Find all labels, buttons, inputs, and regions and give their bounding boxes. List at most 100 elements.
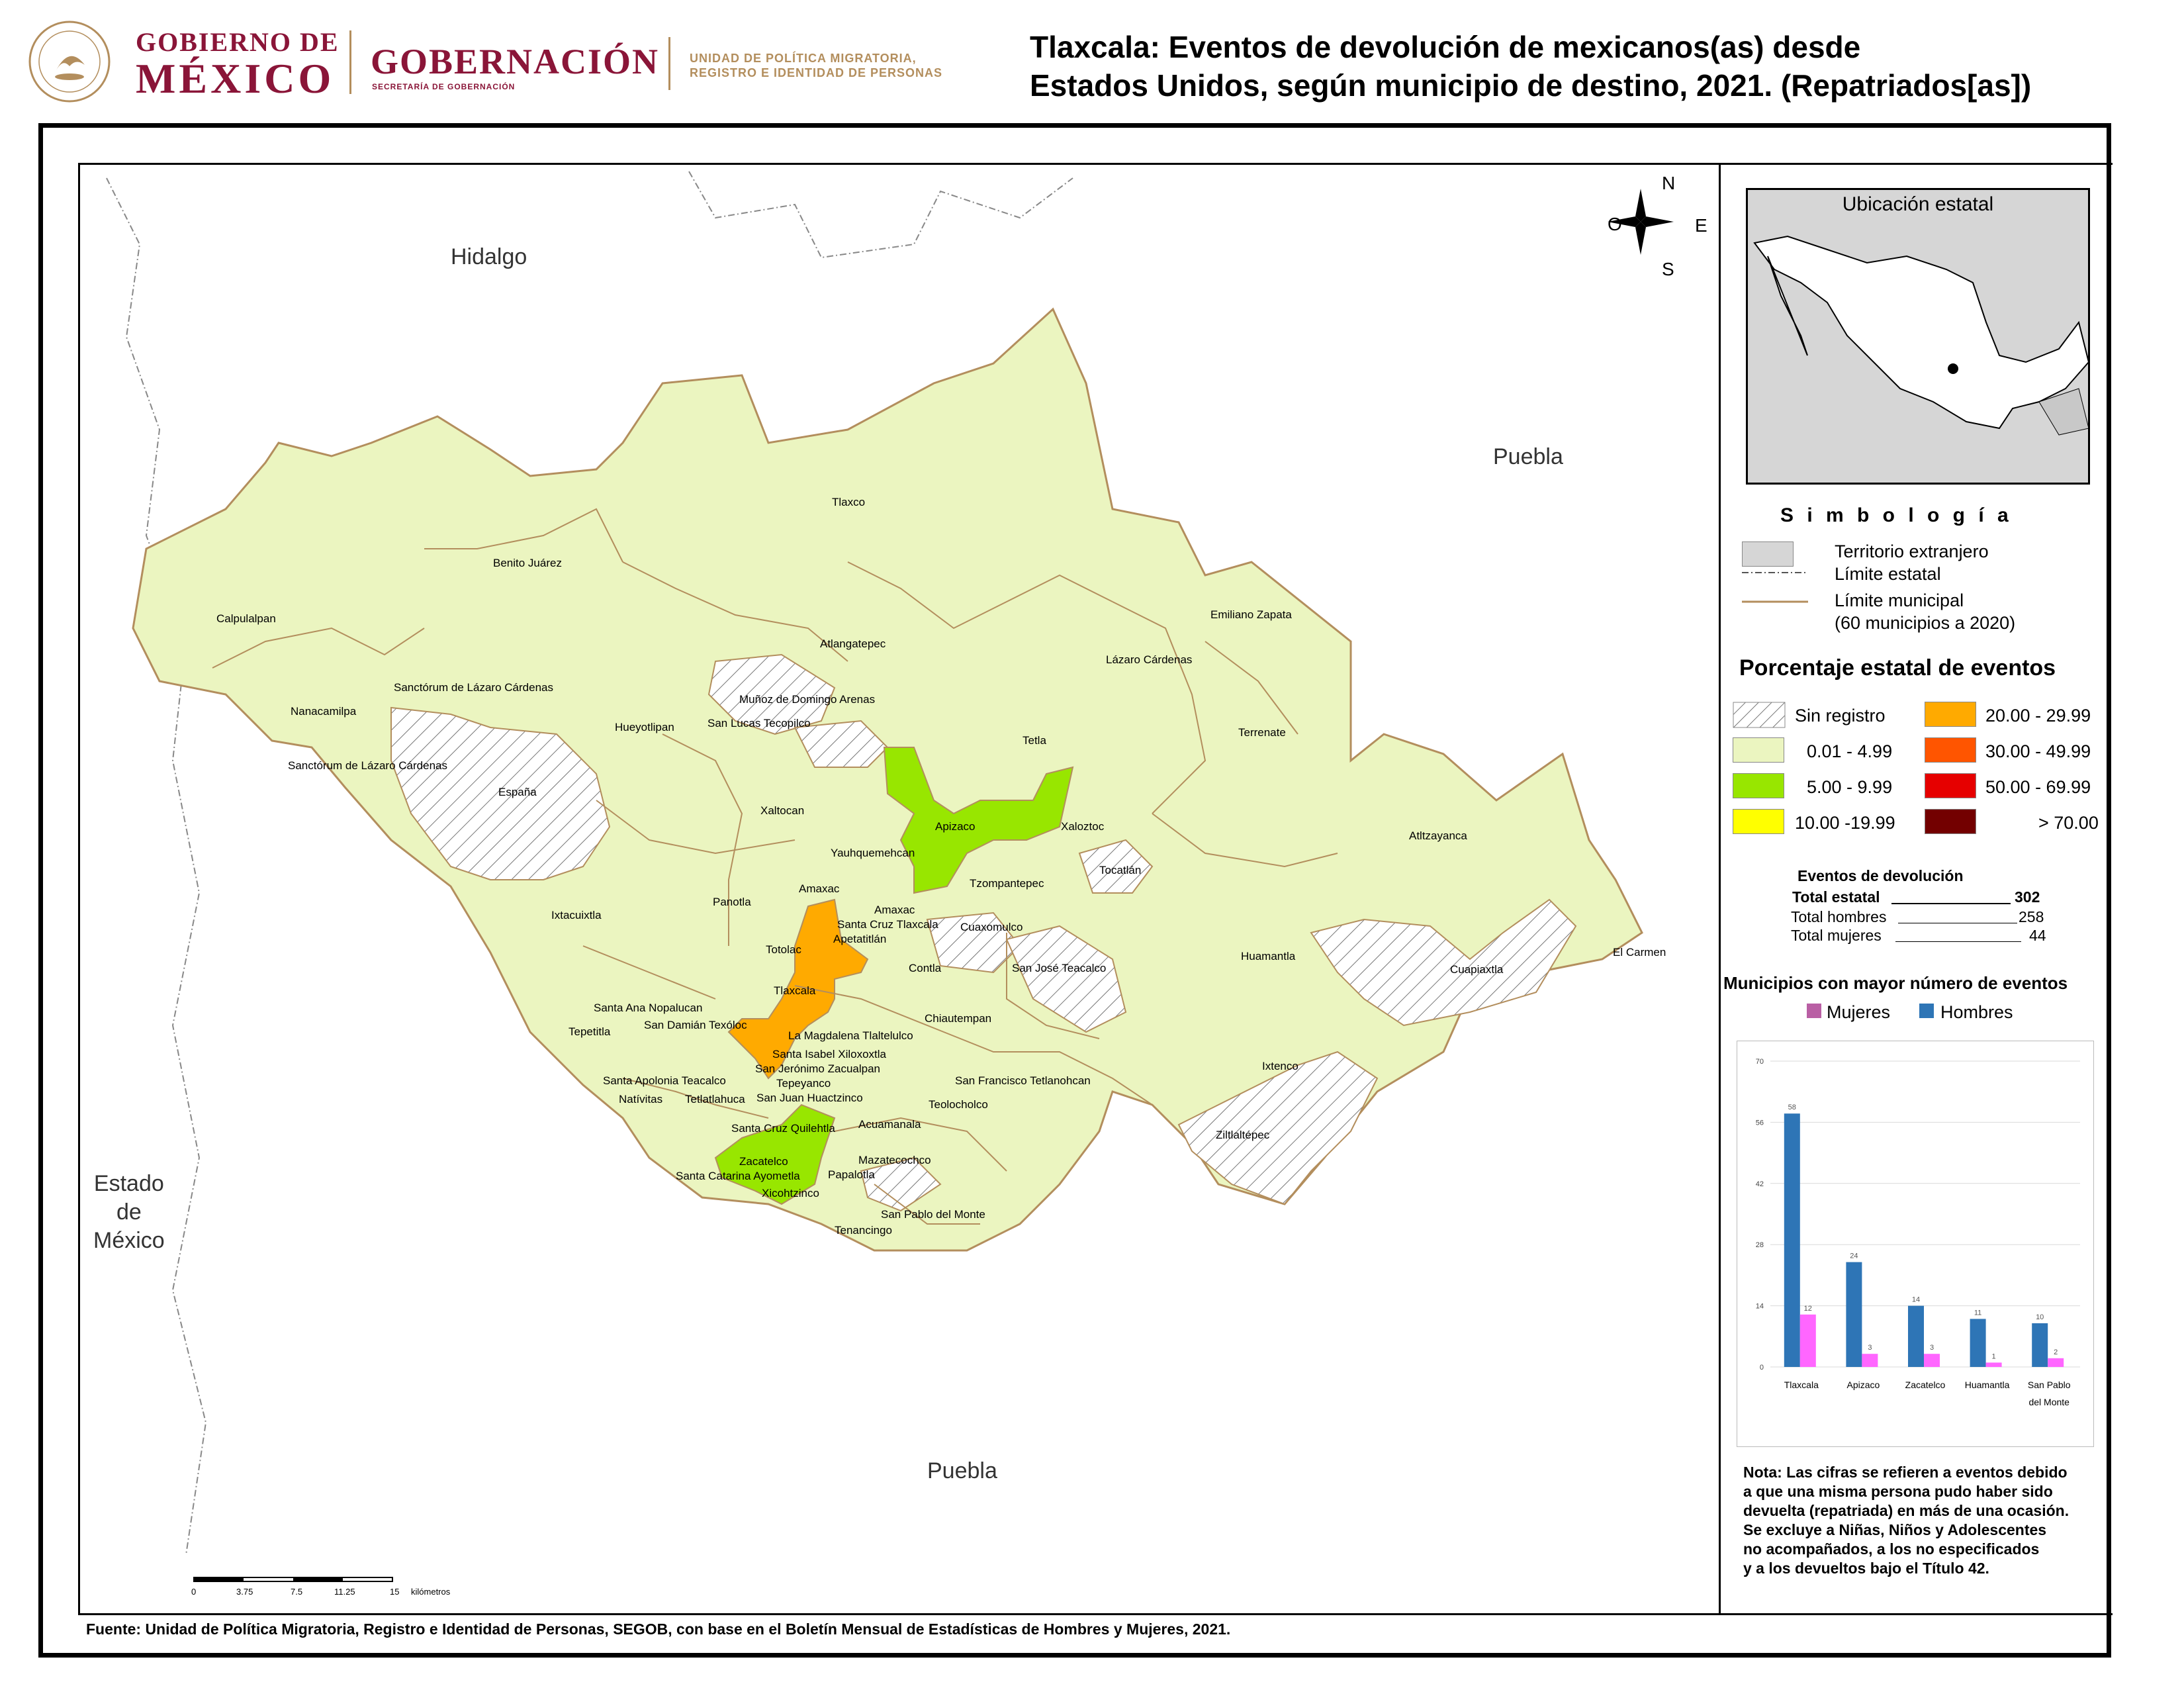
legend-label-hombres: Hombres: [1940, 1002, 2013, 1022]
municipality-label: San Lucas Tecopilco: [707, 717, 811, 729]
municipality-label: Tepeyanco: [776, 1077, 831, 1090]
municipality-label: Xaltocan: [760, 804, 805, 817]
source-text: Fuente: Unidad de Política Migratoria, R…: [86, 1620, 1231, 1638]
sin-registro-tecopilco: [794, 720, 889, 768]
data-label: 1: [1992, 1352, 1996, 1360]
class-swatch-hatch: [1733, 702, 1786, 728]
category-label: San Pablo: [2028, 1380, 2071, 1390]
municipality-label: Terrenate: [1238, 726, 1286, 739]
municipality-label: San Damián Texóloc: [644, 1019, 747, 1031]
data-label: 11: [1974, 1309, 1981, 1317]
y-tick-label: 42: [1756, 1180, 1764, 1188]
class-label: 10.00 -19.99: [1795, 813, 1895, 833]
municipality-label: Panotla: [713, 896, 751, 908]
bar-mujeres: [1924, 1354, 1940, 1367]
category-label: del Monte: [2028, 1397, 2070, 1407]
data-label: 2: [2054, 1348, 2058, 1356]
neighbor-estado-de-mexico: Estado de México: [93, 1171, 165, 1253]
municipality-label: Totolac: [766, 943, 801, 956]
municipality-label: Apetatitlán: [833, 933, 887, 945]
municipality-label: La Magdalena Tlaltelulco: [788, 1029, 913, 1042]
bar-mujeres: [1862, 1354, 1878, 1367]
tlaxcala-map: [106, 171, 1643, 1556]
bar-hombres: [1846, 1262, 1862, 1367]
municipality-label: Santa Isabel Xiloxoxtla: [772, 1048, 886, 1060]
municipality-label: San Pablo del Monte: [881, 1208, 985, 1221]
municipality-label: Santa Cruz Quilehtla: [731, 1122, 835, 1135]
data-label: 12: [1804, 1305, 1812, 1313]
total-leader-line: [1891, 903, 2011, 904]
municipality-label: Santa Catarina Ayometla: [676, 1170, 800, 1182]
total-label: Total mujeres: [1791, 927, 1882, 944]
municipality-label: Sanctórum de Lázaro Cárdenas: [288, 759, 447, 772]
neighbor-puebla-north: Puebla: [1493, 444, 1563, 469]
municipality-label: Nanacamilpa: [291, 705, 357, 718]
north-arrow-icon: [1608, 189, 1674, 255]
secretaria-label: SECRETARÍA DE GOBERNACIÓN: [372, 82, 516, 91]
sin-registro-cuapiaxtla: [1310, 898, 1577, 1027]
class-swatch: [1925, 702, 1976, 727]
municipality-label: Hueyotlipan: [615, 721, 674, 733]
unit-label-line1: UNIDAD DE POLÍTICA MIGRATORIA,: [690, 52, 917, 65]
mexico-outline: [1753, 235, 2088, 436]
y-tick-label: 70: [1756, 1058, 1764, 1066]
note-line: y a los devueltos bajo el Título 42.: [1743, 1560, 1989, 1577]
location-inset-map: [1746, 188, 2090, 485]
municipality-label: Natívitas: [619, 1093, 663, 1105]
map-panel: Hidalgo Puebla Puebla Estado de México N…: [78, 163, 1721, 1615]
sin-registro-tocatlan: [1078, 839, 1154, 894]
municipality-label: Lázaro Cárdenas: [1106, 653, 1193, 666]
note-line: Se excluye a Niñas, Niños y Adolescentes: [1743, 1521, 2047, 1538]
municipality-label: Xicohtzinco: [762, 1187, 819, 1199]
compass-e: E: [1695, 215, 1707, 236]
simbologia-title: S i m b o l o g í a: [1780, 504, 2013, 526]
inset-title: Ubicación estatal: [1842, 193, 1994, 215]
municipality-label: Huamantla: [1241, 950, 1296, 962]
scale-tick: 7.5: [291, 1587, 303, 1597]
scale-tick: 15: [390, 1587, 400, 1597]
municipality-label: Tetlatlahuca: [685, 1093, 745, 1105]
class-swatch: [1733, 809, 1784, 834]
state-boundary-line: [106, 177, 207, 1556]
municipality-label: Tlaxco: [832, 496, 866, 508]
class-swatch: [1925, 773, 1976, 798]
class-swatch: [1733, 773, 1784, 798]
foreign-territory-swatch: [1742, 541, 1794, 567]
class-label: 0.01 - 4.99: [1807, 741, 1893, 761]
municipality-label: El Carmen: [1613, 946, 1666, 959]
legend-swatch-hombres: [1919, 1004, 1934, 1018]
municipality-label: San Francisco Tetlanohcan: [955, 1074, 1091, 1087]
bar-chart-svg: 014284256705812Tlaxcala243Apizaco143Zaca…: [1756, 1058, 2080, 1407]
municipality-label: San Juan Huactzinco: [756, 1092, 863, 1104]
municipality-label: Atlangatepec: [820, 637, 886, 650]
neighbor-puebla-south: Puebla: [927, 1458, 997, 1483]
mexico-coat-of-arms-seal: [28, 21, 111, 103]
events-title: Eventos de devolución: [1797, 867, 1964, 884]
municipality-label: Tocatlán: [1099, 864, 1142, 876]
state-limit-label: Límite estatal: [1835, 564, 1941, 584]
class-label: Sin registro: [1795, 706, 1886, 726]
data-label: 14: [1912, 1296, 1920, 1304]
header-separator: [349, 30, 351, 94]
municipality-label: Xaloztoc: [1061, 820, 1105, 833]
class-label: > 70.00: [2038, 813, 2099, 833]
sin-registro-mazatecochco: [860, 1156, 942, 1212]
municipality-label: Calpulalpan: [216, 612, 276, 625]
header-separator: [668, 37, 670, 90]
municipality-label: Atltzayanca: [1409, 829, 1467, 842]
class-5-10-zacatelco: [714, 1103, 836, 1205]
y-tick-label: 28: [1756, 1241, 1764, 1249]
municipality-label: Tepetitla: [569, 1025, 611, 1038]
bar-hombres: [1970, 1319, 1986, 1367]
municipality-label: Zacatelco: [739, 1155, 788, 1168]
total-value: 258: [2019, 908, 2044, 925]
outer-frame: [38, 123, 2111, 1658]
municipality-label: Santa Cruz Tlaxcala: [837, 918, 938, 931]
note-line: a que una misma persona pudo haber sido: [1743, 1483, 2053, 1500]
municipality-label: España: [498, 786, 537, 798]
class-5-10-apizaco: [883, 747, 1074, 894]
category-label: Zacatelco: [1905, 1380, 1946, 1390]
municipality-label: Tetla: [1023, 734, 1046, 747]
state-boundary-line: [688, 171, 1073, 259]
bar-hombres: [1784, 1113, 1800, 1367]
